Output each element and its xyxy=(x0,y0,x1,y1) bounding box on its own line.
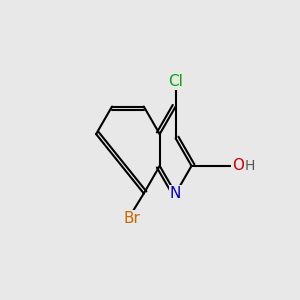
Text: H: H xyxy=(245,159,255,173)
Text: N: N xyxy=(170,186,181,201)
Text: O: O xyxy=(232,158,244,173)
Text: Br: Br xyxy=(124,211,140,226)
Text: Cl: Cl xyxy=(168,74,183,89)
